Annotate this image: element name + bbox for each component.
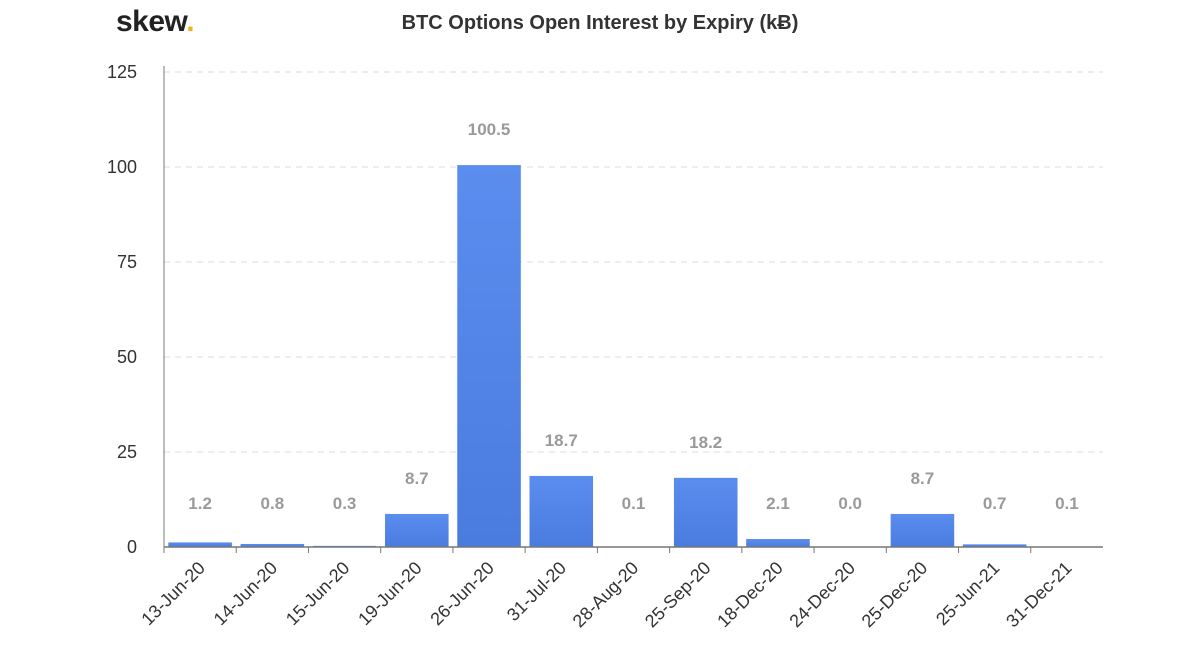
x-tick-label: 15-Jun-20 (282, 558, 353, 629)
y-tick-label: 100 (107, 157, 137, 177)
data-label: 2.1 (766, 494, 790, 513)
y-axis-ticks: 0 25 50 75 100 125 (107, 62, 137, 557)
x-tick-label: 26-Jun-20 (426, 558, 497, 629)
data-label: 0.1 (1055, 494, 1079, 513)
y-tick-label: 25 (117, 442, 137, 462)
data-label: 0.3 (333, 494, 357, 513)
y-tick-label: 125 (107, 62, 137, 82)
x-axis-ticks: 13-Jun-20 14-Jun-20 15-Jun-20 19-Jun-20 26-J… (137, 558, 1075, 632)
axes (163, 66, 1103, 553)
grid-lines (164, 71, 1103, 453)
data-label: 1.2 (188, 494, 212, 513)
brand-dot: . (186, 5, 195, 38)
bar-19-Jun-20 (385, 513, 449, 547)
bar-25-Jun-21 (962, 544, 1027, 547)
x-tick-label: 25-Dec-20 (858, 558, 932, 632)
data-label: 18.7 (545, 431, 578, 450)
data-label: 0.8 (261, 494, 285, 513)
x-tick-label: 14-Jun-20 (210, 558, 281, 629)
x-tick-label: 24-Dec-20 (785, 558, 859, 632)
x-tick-label: 25-Jun-21 (932, 558, 1003, 629)
data-label: 0.0 (838, 494, 862, 513)
x-tick-label: 13-Jun-20 (137, 558, 208, 629)
data-label: 0.1 (622, 494, 646, 513)
bars (168, 165, 1099, 547)
bar-25-Sep-20 (673, 477, 738, 547)
x-tick-label: 19-Jun-20 (354, 558, 425, 629)
y-tick-label: 50 (117, 347, 137, 367)
y-tick-label: 75 (117, 252, 137, 272)
bar-25-Dec-20 (890, 513, 955, 547)
x-tick-label: 31-Jul-20 (503, 558, 570, 625)
skew-logo: skew. (116, 2, 195, 42)
data-label: 18.2 (689, 433, 722, 452)
x-tick-label: 25-Sep-20 (641, 558, 715, 632)
bar-26-Jun-20 (457, 165, 521, 547)
data-label: 8.7 (911, 469, 935, 488)
bar-18-Dec-20 (746, 539, 810, 547)
chart-title: BTC Options Open Interest by Expiry (kɃ) (401, 12, 799, 34)
brand-name: skew (116, 5, 187, 38)
y-tick-label: 0 (127, 537, 137, 557)
data-label: 8.7 (405, 469, 429, 488)
data-label: 0.7 (983, 494, 1007, 513)
data-labels: 1.2 0.8 0.3 8.7 100.5 18.7 0.1 18.2 2.1 0.0 8.7 0.7… (188, 120, 1078, 513)
x-tick-label: 28-Aug-20 (569, 558, 643, 632)
x-tick-label: 18-Dec-20 (713, 558, 787, 632)
bar-13-Jun-20 (168, 542, 232, 547)
bar-31-Jul-20 (529, 475, 594, 547)
x-tick-label: 31-Dec-21 (1002, 558, 1076, 632)
data-label: 100.5 (468, 120, 511, 139)
bar-14-Jun-20 (240, 543, 305, 547)
